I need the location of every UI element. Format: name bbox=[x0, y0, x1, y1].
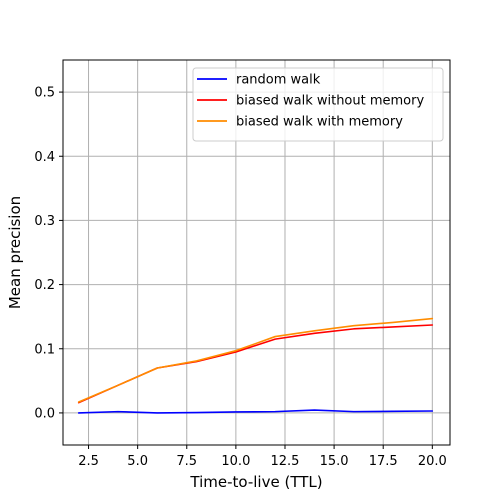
x-tick-label: 20.0 bbox=[418, 454, 447, 469]
y-axis-ticks: 0.0 0.1 0.2 0.3 0.4 0.5 bbox=[34, 86, 63, 421]
y-tick-label: 0.3 bbox=[34, 214, 55, 229]
legend: random walk biased walk without memory bia… bbox=[192, 67, 444, 142]
series-lines bbox=[77, 317, 434, 414]
series-line-biased-walk-with-memory bbox=[77, 317, 434, 403]
y-tick-label: 0.5 bbox=[34, 86, 55, 101]
series-line-random-walk bbox=[77, 409, 434, 414]
y-tick-label: 0.1 bbox=[34, 342, 55, 357]
x-tick-label: 2.5 bbox=[78, 454, 99, 469]
legend-label-random-walk: random walk bbox=[236, 73, 321, 88]
plot-frame bbox=[62, 59, 451, 446]
y-tick-label: 0.0 bbox=[34, 406, 55, 421]
x-tick-label: 5.0 bbox=[127, 454, 148, 469]
x-axis-ticks: 2.5 5.0 7.5 10.0 12.5 15.0 17.5 20.0 bbox=[78, 445, 447, 469]
y-tick-label: 0.4 bbox=[34, 150, 55, 165]
legend-label-biased-walk-with-memory: biased walk with memory bbox=[236, 115, 403, 130]
y-axis-label: Mean precision bbox=[6, 196, 24, 309]
x-tick-label: 12.5 bbox=[271, 454, 300, 469]
x-tick-label: 10.0 bbox=[221, 454, 250, 469]
y-tick-label: 0.2 bbox=[34, 278, 55, 293]
legend-box bbox=[192, 67, 444, 142]
x-tick-label: 17.5 bbox=[369, 454, 398, 469]
x-tick-label: 15.0 bbox=[320, 454, 349, 469]
legend-label-biased-walk-without-memory: biased walk without memory bbox=[236, 94, 424, 109]
x-axis-label: Time-to-live (TTL) bbox=[189, 473, 322, 491]
x-tick-label: 7.5 bbox=[176, 454, 197, 469]
